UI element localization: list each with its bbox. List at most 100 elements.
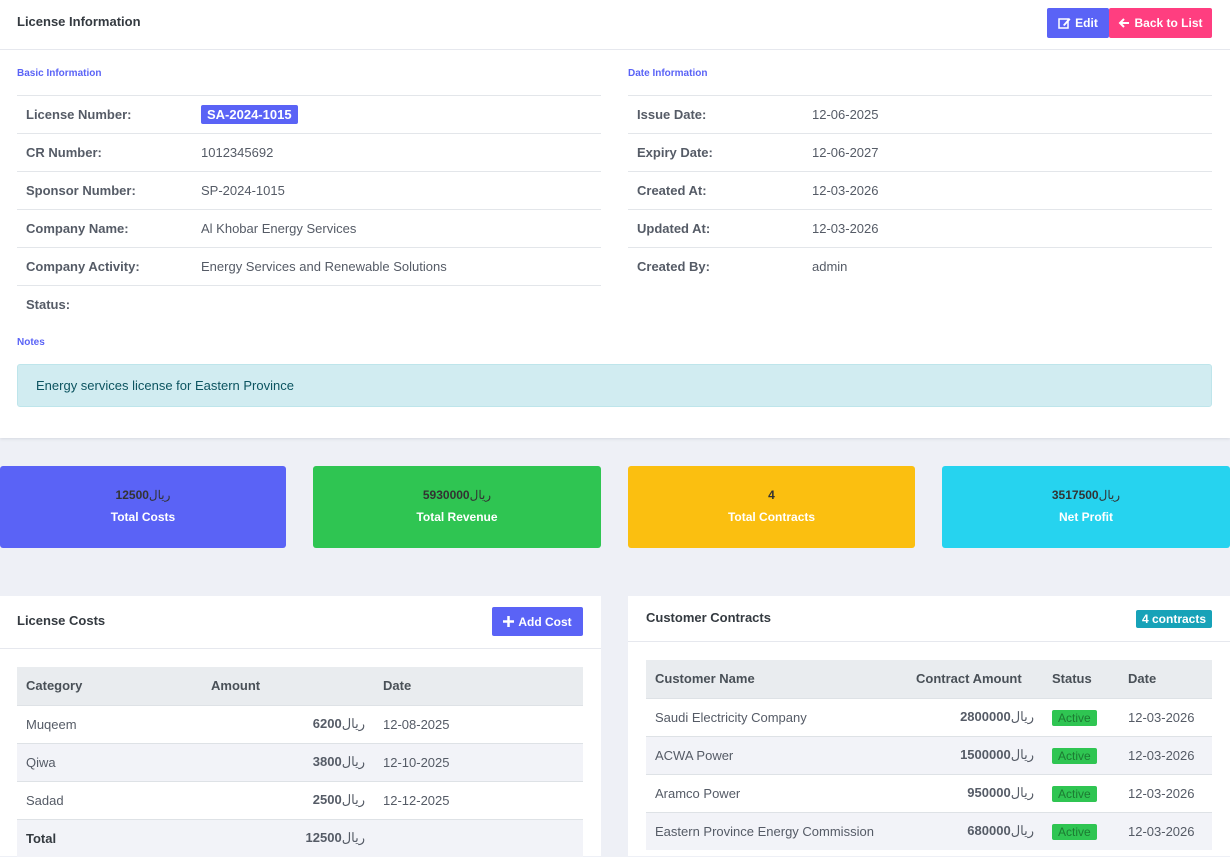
cell: Sadad [17, 780, 202, 819]
back-icon [1119, 18, 1130, 28]
section-title: Basic Information [17, 68, 102, 79]
table-row: Muqeem 6200ريال 12-08-2025 [17, 704, 583, 743]
cell: 12-03-2026 [1119, 811, 1212, 850]
info-label: Updated At: [637, 221, 711, 236]
column-header: Date [374, 667, 583, 705]
status-cell: Active [1043, 773, 1119, 812]
column-header: Contract Amount [907, 660, 1043, 698]
column-header: Date [1119, 660, 1212, 698]
cell: 12-12-2025 [374, 780, 583, 819]
info-row: Company Activity: Energy Services and Ren… [17, 247, 601, 285]
amount: 1500000 [960, 747, 1011, 762]
status-badge: Active [1052, 709, 1097, 726]
currency: ريال [341, 792, 365, 807]
section-title: Date Information [628, 68, 708, 79]
edit-button[interactable]: Edit [1047, 8, 1109, 38]
status-cell: Active [1043, 735, 1119, 774]
amount: 12500 [115, 488, 149, 502]
table-row: Aramco Power 950000ريال Active 12-03-2026 [646, 773, 1212, 812]
license-card: License Information Edit Back to List Ba… [0, 0, 1230, 438]
costs-table: Category Amount Date Muqeem 6200ريال 12-08-20… [17, 667, 583, 857]
info-label: Created At: [637, 183, 707, 198]
stat-label: Total Contracts [727, 510, 816, 524]
stat-card: 3517500ريال Net Profit [942, 466, 1230, 548]
amount: 680000 [967, 823, 1011, 839]
column-header: Status [1043, 660, 1119, 698]
back-label: Back to List [1134, 16, 1203, 30]
info-label: Created By: [637, 259, 710, 274]
cell: Muqeem [17, 704, 202, 743]
cell: 12-03-2026 [1119, 735, 1212, 774]
contracts-table: Customer Name Contract Amount Status Date Sa… [646, 660, 1212, 850]
column-header: Amount [202, 667, 374, 705]
info-label: Company Activity: [26, 259, 140, 274]
info-value: 1012345692 [201, 145, 274, 160]
currency: ريال [341, 830, 365, 846]
stat-label: Total Revenue [416, 510, 498, 524]
cell [374, 818, 583, 857]
column-header: Customer Name [646, 660, 907, 698]
info-row: License Number: SA-2024-1015 [17, 95, 601, 133]
cell: ACWA Power [646, 735, 907, 774]
amount-cell: 6200ريال [202, 704, 374, 743]
card-title: License Costs [17, 613, 106, 628]
cell: 12-10-2025 [374, 742, 583, 781]
info-row: Created By: admin [628, 247, 1212, 285]
add-cost-button[interactable]: Add Cost [492, 607, 583, 636]
cell: Saudi Electricity Company [646, 697, 907, 736]
card-title: License Information [17, 14, 141, 29]
info-value: SP-2024-1015 [201, 183, 285, 198]
header-row: Category Amount Date [17, 667, 583, 705]
amount: 6200 [312, 716, 342, 731]
notes-text: Energy services license for Eastern Prov… [36, 378, 294, 393]
currency: ريال [148, 488, 171, 502]
stat-value: 4 [628, 488, 915, 502]
amount-cell: 950000ريال [907, 773, 1043, 812]
costs-card: License Costs Add Cost Category Amount Dat… [0, 596, 601, 857]
info-row: CR Number: 1012345692 [17, 133, 601, 171]
header-row: Customer Name Contract Amount Status Date [646, 660, 1212, 698]
currency: ريال [1098, 488, 1121, 502]
card-title: Customer Contracts [646, 610, 771, 625]
divider [0, 49, 1230, 50]
info-value: 12-03-2026 [812, 183, 879, 198]
stat-label: Total Costs [110, 510, 176, 524]
info-label: Issue Date: [637, 107, 707, 122]
info-label: License Number: [26, 107, 132, 122]
back-button[interactable]: Back to List [1109, 8, 1212, 38]
currency: ريال [341, 716, 365, 731]
total-row: Total 12500ريال [17, 818, 583, 857]
table-row: Sadad 2500ريال 12-12-2025 [17, 780, 583, 819]
amount: 12500 [305, 830, 342, 846]
status-cell: Active [1043, 697, 1119, 736]
edit-icon [1058, 18, 1071, 29]
info-row: Updated At: 12-03-2026 [628, 209, 1212, 247]
info-label: Expiry Date: [637, 145, 713, 160]
info-value: admin [812, 259, 848, 274]
stat-card: 12500ريال Total Costs [0, 466, 286, 548]
divider [0, 648, 601, 649]
currency: ريال [1010, 747, 1034, 762]
contracts-card: Customer Contracts 4 contracts Customer … [628, 596, 1230, 856]
amount-cell: 1500000ريال [907, 735, 1043, 774]
amount: 2800000 [960, 709, 1011, 724]
edit-label: Edit [1075, 16, 1098, 30]
info-row: Company Name: Al Khobar Energy Services [17, 209, 601, 247]
notes-box: Energy services license for Eastern Prov… [17, 364, 1212, 407]
amount: 5930000 [422, 488, 470, 502]
info-row: Expiry Date: 12-06-2027 [628, 133, 1212, 171]
info-label: Status: [26, 297, 71, 312]
table-row: Qiwa 3800ريال 12-10-2025 [17, 742, 583, 781]
stat-card: 5930000ريال Total Revenue [313, 466, 601, 548]
info-value: Energy Services and Renewable Solutions [201, 259, 447, 274]
cell: Eastern Province Energy Commission [646, 811, 907, 850]
info-value: 12-06-2027 [812, 145, 879, 160]
table-row: Eastern Province Energy Commission 680000… [646, 811, 1212, 850]
section-title: Notes [17, 337, 45, 348]
amount: 4 [768, 488, 775, 502]
license-badge: SA-2024-1015 [201, 105, 298, 124]
amount-cell: 2500ريال [202, 780, 374, 819]
currency: ريال [1010, 785, 1034, 800]
cell: Qiwa [17, 742, 202, 781]
status-badge: Active [1052, 747, 1097, 764]
